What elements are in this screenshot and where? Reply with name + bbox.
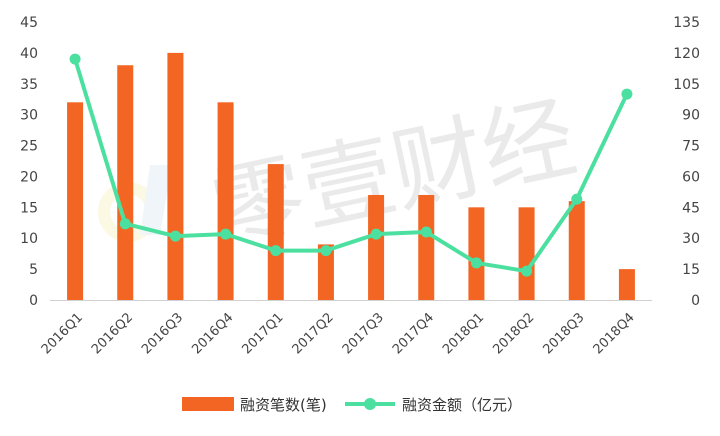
right-tick-label: 135 — [673, 15, 700, 31]
legend-bar-swatch — [182, 397, 234, 411]
left-tick-label: 35 — [20, 77, 38, 93]
bar-2016Q1 — [67, 102, 84, 300]
legend-line-label: 融资金额（亿元） — [402, 396, 522, 414]
left-tick-label: 45 — [20, 15, 38, 31]
line-point-2017Q2 — [320, 245, 332, 257]
right-tick-label: 75 — [682, 139, 700, 155]
line-point-2018Q2 — [521, 265, 533, 277]
line-point-2017Q3 — [370, 228, 382, 240]
right-tick-label: 30 — [682, 231, 700, 247]
left-tick-label: 15 — [20, 200, 38, 216]
bar-2017Q3 — [368, 194, 385, 300]
line-point-2018Q1 — [470, 257, 482, 269]
line-point-2016Q3 — [169, 230, 181, 242]
bar-2016Q2 — [117, 65, 134, 300]
right-tick-label: 0 — [691, 293, 700, 309]
x-tick-label: 2017Q4 — [390, 310, 437, 357]
line-path — [73, 57, 629, 274]
legend-bar-label: 融资笔数(笔) — [240, 396, 327, 414]
left-tick-label: 30 — [20, 108, 38, 124]
x-tick-label: 2017Q1 — [239, 310, 286, 357]
bar-2018Q3 — [568, 201, 585, 300]
legend: 融资笔数(笔) 融资金额（亿元） — [182, 396, 522, 414]
line-point-2018Q4 — [621, 88, 633, 100]
right-tick-label: 60 — [682, 169, 700, 185]
x-axis: 2016Q1 2016Q2 2016Q3 2016Q4 2017Q1 2017Q2 2017… — [39, 300, 652, 357]
left-tick-label: 20 — [20, 169, 38, 185]
left-tick-label: 5 — [29, 262, 38, 278]
x-tick-label: 2016Q3 — [139, 310, 186, 357]
bar-2017Q2 — [317, 244, 334, 300]
right-axis: 0 15 30 45 60 75 90 105 120 135 — [673, 15, 700, 309]
x-tick-label: 2016Q4 — [189, 310, 236, 357]
bar-2016Q4 — [217, 102, 234, 300]
right-tick-label: 105 — [673, 77, 700, 93]
x-tick-label: 2016Q2 — [89, 310, 136, 357]
left-tick-label: 0 — [29, 293, 38, 309]
line-point-2016Q2 — [119, 218, 131, 230]
right-tick-label: 120 — [673, 46, 700, 62]
x-tick-label: 2018Q4 — [591, 310, 638, 357]
left-tick-label: 40 — [20, 46, 38, 62]
line-point-2018Q3 — [571, 193, 583, 205]
right-tick-label: 15 — [682, 262, 700, 278]
left-tick-label: 25 — [20, 139, 38, 155]
line-point-2017Q4 — [420, 226, 432, 238]
left-tick-label: 10 — [20, 231, 38, 247]
bar-2017Q4 — [418, 194, 435, 300]
bar-2017Q1 — [267, 164, 284, 300]
x-tick-label: 2016Q1 — [39, 310, 86, 357]
right-tick-label: 45 — [682, 200, 700, 216]
x-tick-label: 2018Q2 — [490, 310, 537, 357]
x-tick-label: 2017Q2 — [290, 310, 337, 357]
line-point-2016Q4 — [220, 228, 232, 240]
bar-2018Q4 — [618, 269, 635, 300]
x-tick-label: 2017Q3 — [340, 310, 387, 357]
left-axis: 0 5 10 15 20 25 30 35 40 45 — [20, 15, 38, 309]
line-point-2017Q1 — [270, 245, 282, 257]
legend-line-marker — [364, 398, 376, 410]
line-series — [69, 53, 633, 277]
x-tick-label: 2018Q1 — [440, 310, 487, 357]
bar-2018Q1 — [468, 207, 485, 300]
line-point-2016Q1 — [69, 53, 81, 65]
x-tick-label: 2018Q3 — [540, 310, 587, 357]
bar-2018Q2 — [518, 207, 535, 300]
right-tick-label: 90 — [682, 108, 700, 124]
bar-2016Q3 — [167, 52, 184, 301]
